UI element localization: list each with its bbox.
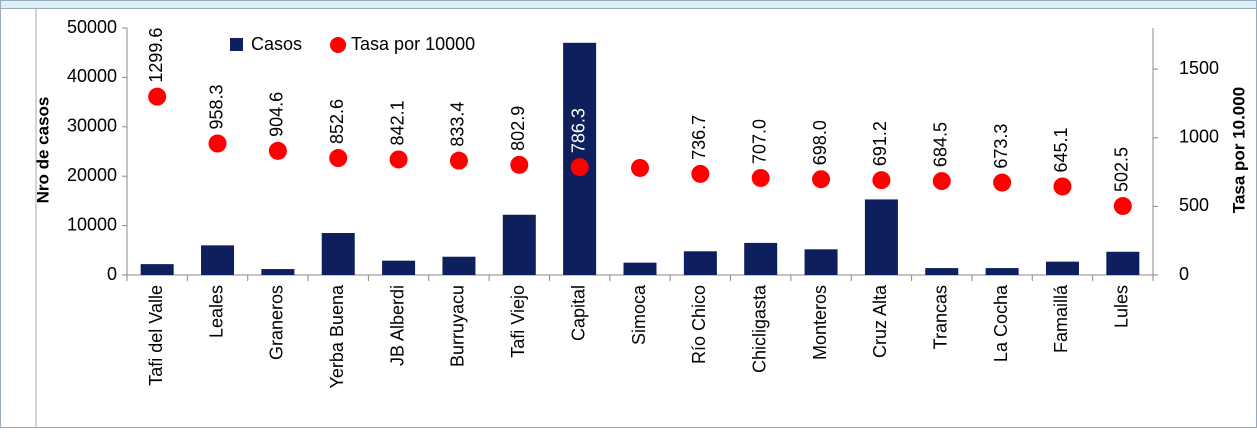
data-label: 707.0 [749,119,769,164]
x-tick-label: Lules [1112,285,1132,328]
data-label: 502.5 [1112,147,1132,192]
point [932,172,951,191]
data-label: 698.0 [810,120,830,165]
x-tick-label: Tafi del Valle [146,285,166,386]
x-tick-label: Cruz Alta [870,284,890,358]
x-tick-label: Chicligasta [749,284,769,373]
point [449,151,468,170]
y-tick-label: 50000 [67,17,117,37]
point [1053,177,1072,196]
bar [623,262,657,275]
point [631,158,649,177]
point [993,173,1012,192]
data-label: 786.3 [568,108,588,153]
bar [201,245,235,275]
legend-swatch [230,38,243,51]
y2-tick-label: 500 [1179,195,1209,215]
x-tick-label: Leales [206,285,226,338]
x-tick-label: Tafi Viejo [508,285,528,358]
x-tick-label: Trancas [931,285,951,349]
data-label: 684.5 [931,122,951,167]
bar [985,268,1019,275]
header-strip [0,0,1257,9]
point [691,164,710,183]
legend-swatch [330,37,347,53]
y2-tick-label: 0 [1179,264,1189,284]
point [510,155,529,174]
point [148,87,167,106]
x-tick-label: Graneros [267,285,287,360]
legend-label: Casos [251,34,302,54]
y-tick-label: 20000 [67,165,117,185]
bar [502,214,536,275]
point [329,149,348,168]
bar [442,256,476,275]
bar [864,199,898,275]
data-label: 1299.6 [146,28,166,83]
bar [382,260,416,275]
point [389,150,408,169]
bar [140,264,174,275]
bar [683,251,717,275]
x-tick-label: Simoca [629,284,649,345]
point [268,141,287,160]
point [751,168,770,187]
y2-tick-label: 1000 [1179,127,1219,147]
x-tick-label: Famaillá [1051,284,1071,353]
x-tick-label: Burruyacu [448,285,468,367]
data-label: 691.2 [870,121,890,166]
bar [1106,251,1140,275]
y-axis-title: Nro de casos [33,97,52,204]
data-label: 833.4 [448,102,468,147]
data-label: 904.6 [267,92,287,137]
bar [804,249,838,275]
bar [925,268,959,275]
bar [744,242,778,275]
point [812,170,831,189]
x-tick-label: La Cocha [991,284,1011,362]
x-tick-label: Río Chico [689,285,709,364]
data-label: 645.1 [1051,127,1071,172]
legend-label: Tasa por 10000 [351,34,475,54]
point [1113,197,1132,216]
point [872,171,891,190]
y-tick-label: 0 [107,264,117,284]
y-tick-label: 10000 [67,214,117,234]
y2-axis-title: Tasa por 10.000 [1229,87,1248,213]
x-tick-label: Capital [568,285,588,341]
data-label: 842.1 [387,100,407,145]
y-tick-label: 40000 [67,66,117,86]
data-label: 802.9 [508,106,528,151]
y2-tick-label: 1500 [1179,58,1219,78]
point [570,158,589,177]
x-tick-label: JB Alberdi [387,285,407,366]
point [208,134,227,153]
x-tick-label: Monteros [810,285,830,360]
bar [261,269,295,275]
bar [1045,261,1079,275]
y-tick-label: 30000 [67,116,117,136]
data-label: 673.3 [991,124,1011,169]
data-label: 736.7 [689,115,709,160]
data-label: 958.3 [206,84,226,129]
data-label: 852.6 [327,99,347,144]
bar [321,233,355,275]
x-tick-label: Yerba Buena [327,284,347,388]
